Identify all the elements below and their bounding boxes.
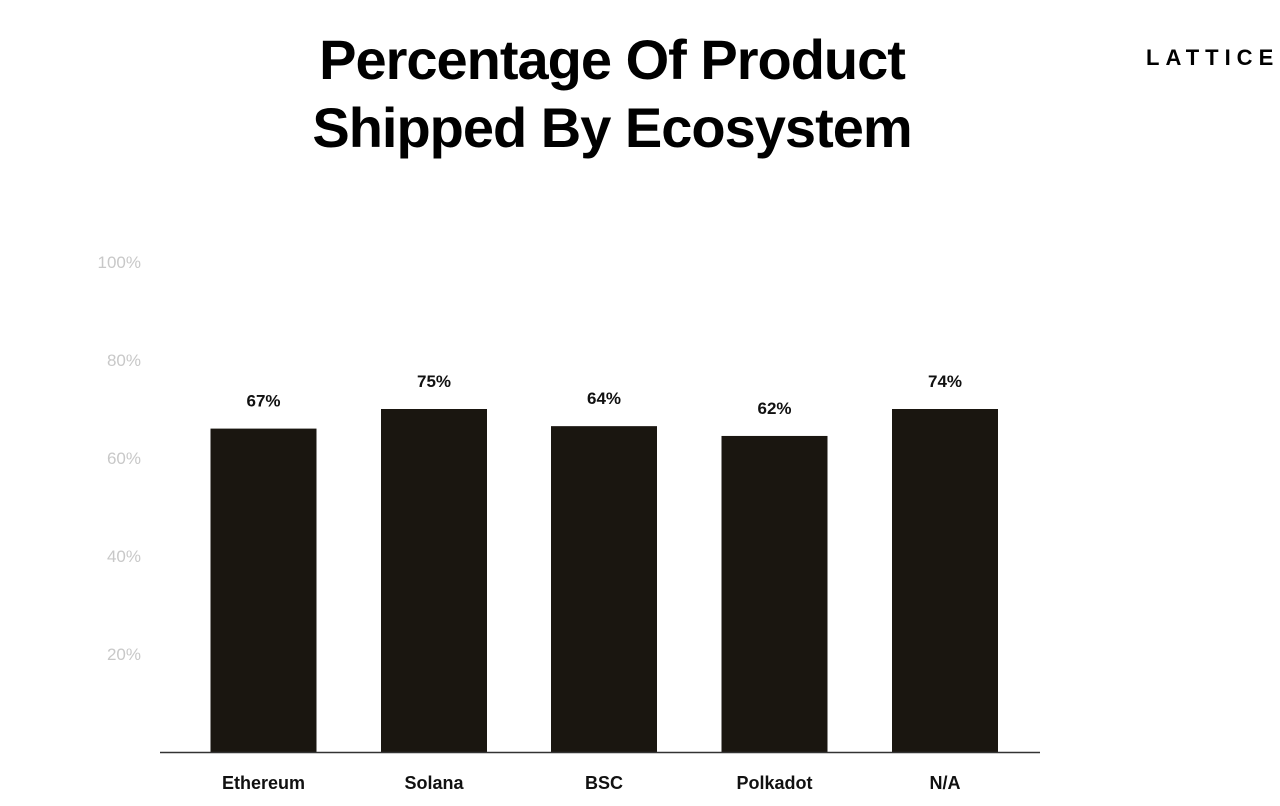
chart-title-line-2: Shipped By Ecosystem xyxy=(312,96,912,159)
x-category-label: N/A xyxy=(930,773,961,793)
y-tick-label: 80% xyxy=(107,351,141,370)
bar-value-label: 64% xyxy=(587,389,621,408)
bar-solana xyxy=(381,409,487,752)
y-tick-label: 60% xyxy=(107,449,141,468)
category-labels-group: Ethereum Solana BSC Polkadot N/A xyxy=(222,773,961,793)
bar-bsc xyxy=(551,426,657,752)
chart-title-line-1: Percentage Of Product xyxy=(319,28,906,91)
x-category-label: BSC xyxy=(585,773,623,793)
y-tick-label: 20% xyxy=(107,645,141,664)
y-axis-ticks: 20% 40% 60% 80% 100% xyxy=(98,253,141,664)
bar-value-label: 62% xyxy=(757,399,791,418)
bars-group xyxy=(210,409,998,752)
x-category-label: Ethereum xyxy=(222,773,305,793)
x-category-label: Polkadot xyxy=(736,773,812,793)
lattice-logo: LATTICE xyxy=(1146,45,1280,70)
bar-n-a xyxy=(892,409,998,752)
y-tick-label: 100% xyxy=(98,253,141,272)
bar-value-label: 75% xyxy=(417,372,451,391)
x-category-label: Solana xyxy=(404,773,464,793)
bar-ethereum xyxy=(210,428,317,752)
bar-polkadot xyxy=(721,435,828,752)
bar-value-label: 74% xyxy=(928,372,962,391)
y-tick-label: 40% xyxy=(107,547,141,566)
value-labels-group: 67% 75% 64% 62% 74% xyxy=(246,372,962,418)
bar-value-label: 67% xyxy=(246,392,280,411)
chart-title: Percentage Of Product Shipped By Ecosyst… xyxy=(200,26,1024,162)
